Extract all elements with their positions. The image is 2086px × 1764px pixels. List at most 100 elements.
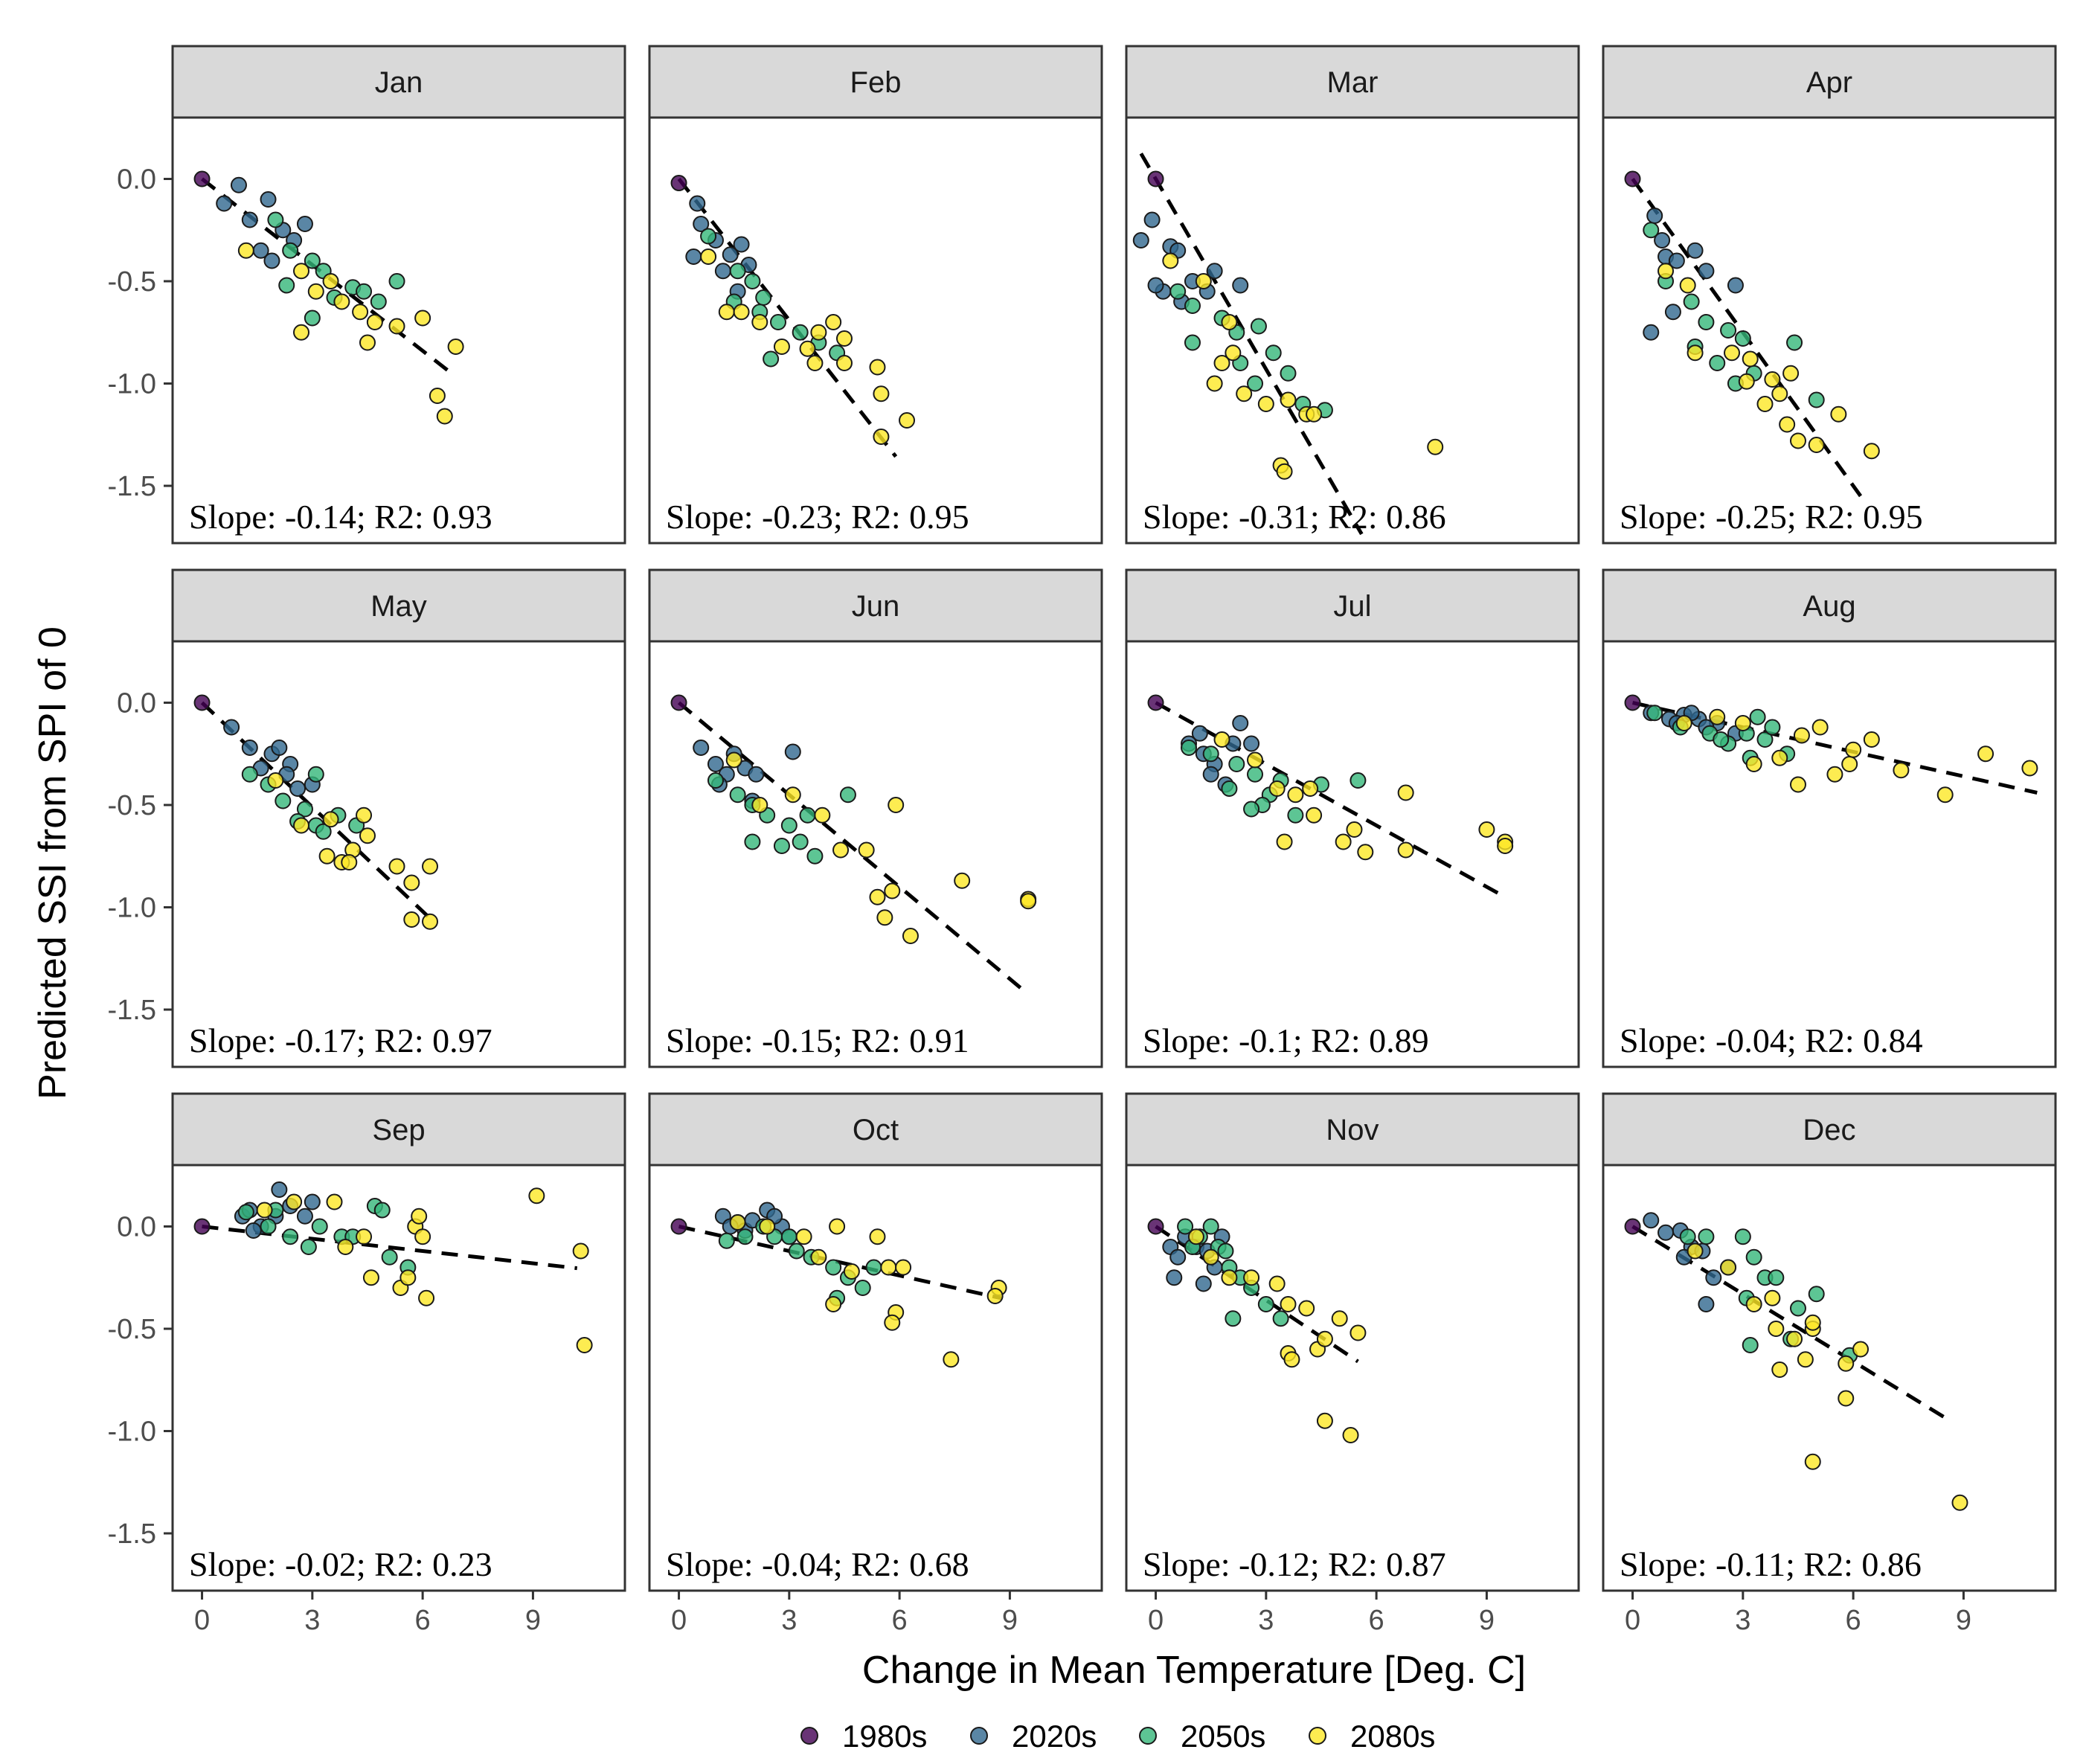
point-2050s-sep [260,1218,277,1235]
point-2080s-nov [1268,1275,1286,1292]
point-2050s-jan [304,252,321,269]
panel-background [1126,118,1579,543]
point-2080s-feb [810,324,827,341]
point-2080s-jul [1357,844,1374,861]
point-2080s-dec [1764,1289,1781,1306]
point-2050s-oct [865,1259,882,1276]
point-2080s-apr [1756,396,1774,412]
point-2080s-jul [1268,780,1286,797]
point-2080s-feb [825,314,842,330]
strip-nov [1125,1092,1580,1167]
point-2050s-jan [356,283,373,300]
panel-border [648,1164,1103,1592]
point-2080s-feb [799,340,816,357]
point-2050s-jun [773,838,790,854]
point-2050s-apr [1643,222,1660,239]
point-1980s-sep [193,1218,211,1235]
point-2080s-sep [256,1202,273,1219]
point-2020s-apr [1668,252,1685,269]
point-2080s-jul [1276,833,1293,850]
panel-border [1125,116,1580,545]
point-2080s-dec [1804,1314,1821,1331]
point-2020s-jan [230,176,247,193]
point-2050s-mar [1169,283,1187,300]
point-2080s-aug [1793,727,1810,744]
point-2050s-feb [729,263,746,280]
point-2050s-nov [1217,1242,1234,1260]
panel-nov: Nov Slope: -0.12; R2: 0.87 0 3 6 9 [1125,1092,1580,1636]
point-2050s-jun [707,772,724,789]
point-2050s-may [275,792,292,809]
point-2080s-aug [1977,745,1994,763]
point-2080s-nov [1221,1269,1238,1286]
point-2050s-sep [300,1239,317,1255]
annotation-jul: Slope: -0.1; R2: 0.89 [1143,1021,1429,1059]
point-2080s-aug [1841,756,1858,772]
point-2080s-aug [1675,715,1692,731]
point-2050s-dec [1679,1228,1696,1245]
point-2080s-dec [1768,1321,1785,1337]
point-2050s-jul [1202,745,1219,763]
point-2080s-jun [954,872,971,889]
trend-line-jul [1155,701,1503,897]
point-2080s-dec [1852,1341,1870,1358]
y-tick-label: -0.5 [108,790,156,821]
annotation-dec: Slope: -0.11; R2: 0.86 [1620,1545,1922,1583]
point-2020s-feb [693,216,710,232]
legend-label-2050s: 2050s [1181,1719,1265,1754]
point-2050s-nov [1272,1310,1289,1327]
x-tick-label: 3 [304,1605,320,1636]
point-2080s-sep [337,1239,354,1255]
strip-dec [1602,1092,2057,1167]
point-2080s-feb [700,248,717,265]
point-2080s-may [359,827,376,844]
point-2050s-apr [1786,334,1803,351]
point-2050s-jul [1181,740,1198,756]
point-2020s-jun [784,743,801,760]
point-2020s-jul [1243,735,1260,752]
point-2080s-jul [1497,838,1514,854]
y-tick-label: 0.0 [117,688,156,719]
y-tick-label: -0.5 [108,1314,156,1345]
panel-dec: Dec Slope: -0.11; R2: 0.86 0 3 6 9 [1602,1092,2057,1636]
strip-may [171,568,626,643]
strip-jul [1125,568,1580,643]
x-tick-label: 9 [1479,1605,1495,1636]
point-2080s-feb [751,314,768,330]
point-2020s-dec [1705,1269,1722,1286]
point-2080s-jul [1287,786,1304,804]
point-2080s-aug [1863,731,1880,748]
point-2080s-jun [832,841,850,859]
point-2080s-aug [1771,749,1788,766]
point-2080s-jan [293,324,310,341]
y-tick-label: -1.0 [108,893,156,924]
y-tick-label: -0.5 [108,266,156,298]
point-2080s-mar [1236,385,1253,402]
panel-mar: Mar Slope: -0.31; R2: 0.86 [1125,45,1580,545]
point-2080s-jan [436,408,453,425]
point-2050s-oct [854,1280,871,1296]
point-2020s-sep [296,1207,313,1225]
point-2050s-jan [388,273,405,289]
point-2080s-may [267,772,284,789]
point-2080s-jun [869,888,886,905]
point-2050s-oct [788,1242,805,1260]
point-2050s-jul [1350,772,1367,789]
point-2080s-sep [286,1193,303,1210]
annotation-feb: Slope: -0.23; R2: 0.95 [666,498,969,536]
strip-label-sep: Sep [372,1114,425,1146]
point-2050s-apr [1683,293,1700,310]
point-2050s-jul [1243,801,1260,818]
point-2050s-jun [806,847,824,865]
point-2080s-jan [388,318,405,335]
point-2050s-may [241,766,258,783]
panel-oct: Oct Slope: -0.04; R2: 0.68 0 3 6 9 [648,1092,1103,1636]
point-2080s-jun [884,882,901,899]
point-2080s-oct [986,1288,1004,1304]
point-2080s-may [422,858,439,875]
point-2050s-mar [1280,365,1297,382]
point-2050s-apr [1734,330,1751,347]
point-2050s-apr [1709,355,1726,371]
point-2080s-jun [876,909,893,926]
panel-border [648,116,1103,545]
